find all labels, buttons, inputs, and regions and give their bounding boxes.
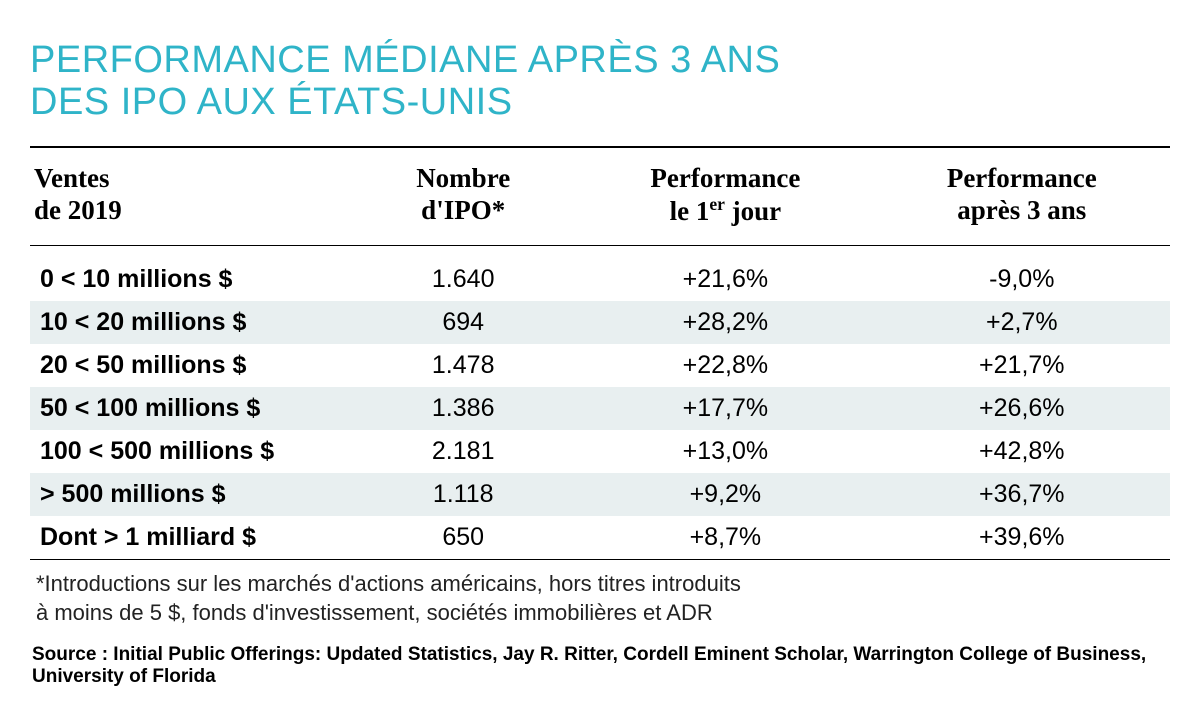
title-line-2: DES IPO AUX ÉTATS-UNIS <box>30 81 513 123</box>
footnote-line-1: *Introductions sur les marchés d'actions… <box>36 571 741 596</box>
table-row: > 500 millions $1.118+9,2%+36,7% <box>30 473 1170 516</box>
table-row: 100 < 500 millions $2.181+13,0%+42,8% <box>30 430 1170 473</box>
cell-value: +26,6% <box>874 387 1170 430</box>
row-label: 0 < 10 millions $ <box>30 258 349 301</box>
cell-value: 2.181 <box>349 430 577 473</box>
table-body: 0 < 10 millions $1.640+21,6%-9,0%10 < 20… <box>30 246 1170 560</box>
column-header: Ventesde 2019 <box>30 147 349 246</box>
cell-value: +39,6% <box>874 516 1170 560</box>
cell-value: +21,7% <box>874 344 1170 387</box>
cell-value: +8,7% <box>577 516 873 560</box>
cell-value: +17,7% <box>577 387 873 430</box>
cell-value: 1.640 <box>349 258 577 301</box>
source-line: Source : Initial Public Offerings: Updat… <box>30 644 1170 688</box>
row-label: > 500 millions $ <box>30 473 349 516</box>
cell-value: +42,8% <box>874 430 1170 473</box>
cell-value: 1.478 <box>349 344 577 387</box>
table-row: 10 < 20 millions $694+28,2%+2,7% <box>30 301 1170 344</box>
row-label: Dont > 1 milliard $ <box>30 516 349 560</box>
cell-value: +13,0% <box>577 430 873 473</box>
row-label: 10 < 20 millions $ <box>30 301 349 344</box>
row-label: 50 < 100 millions $ <box>30 387 349 430</box>
header-row: Ventesde 2019Nombred'IPO*Performancele 1… <box>30 147 1170 246</box>
spacer-row <box>30 246 1170 259</box>
cell-value: 1.386 <box>349 387 577 430</box>
chart-title: PERFORMANCE MÉDIANE APRÈS 3 ANS DES IPO … <box>30 40 1170 124</box>
cell-value: -9,0% <box>874 258 1170 301</box>
cell-value: +22,8% <box>577 344 873 387</box>
table-row: Dont > 1 milliard $650+8,7%+39,6% <box>30 516 1170 560</box>
cell-value: +36,7% <box>874 473 1170 516</box>
column-header: Performancele 1er jour <box>577 147 873 246</box>
cell-value: +28,2% <box>577 301 873 344</box>
column-header: Nombred'IPO* <box>349 147 577 246</box>
ipo-performance-table: Ventesde 2019Nombred'IPO*Performancele 1… <box>30 146 1170 561</box>
table-header: Ventesde 2019Nombred'IPO*Performancele 1… <box>30 147 1170 246</box>
cell-value: +21,6% <box>577 258 873 301</box>
cell-value: 694 <box>349 301 577 344</box>
table-row: 0 < 10 millions $1.640+21,6%-9,0% <box>30 258 1170 301</box>
table-row: 20 < 50 millions $1.478+22,8%+21,7% <box>30 344 1170 387</box>
cell-value: 650 <box>349 516 577 560</box>
column-header: Performanceaprès 3 ans <box>874 147 1170 246</box>
footnote-line-2: à moins de 5 $, fonds d'investissement, … <box>36 600 713 625</box>
row-label: 20 < 50 millions $ <box>30 344 349 387</box>
table-row: 50 < 100 millions $1.386+17,7%+26,6% <box>30 387 1170 430</box>
title-line-1: PERFORMANCE MÉDIANE APRÈS 3 ANS <box>30 39 780 81</box>
row-label: 100 < 500 millions $ <box>30 430 349 473</box>
cell-value: +9,2% <box>577 473 873 516</box>
cell-value: 1.118 <box>349 473 577 516</box>
cell-value: +2,7% <box>874 301 1170 344</box>
footnote: *Introductions sur les marchés d'actions… <box>30 570 1170 627</box>
